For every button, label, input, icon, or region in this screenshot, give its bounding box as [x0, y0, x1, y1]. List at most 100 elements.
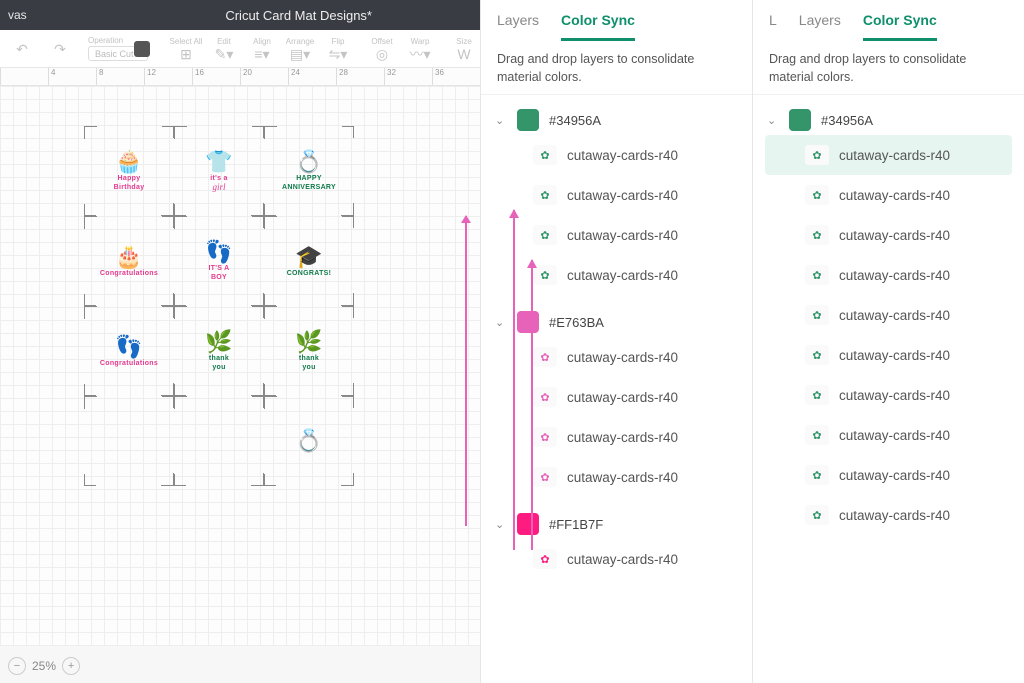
arrange-button[interactable]: Arrange▤▾ — [284, 37, 316, 61]
card-cell[interactable]: 🧁HappyBirthday — [84, 126, 174, 216]
layer-item[interactable]: ✿cutaway-cards-r40 — [765, 135, 1012, 175]
zoom-in-button[interactable]: + — [62, 657, 80, 675]
layer-name: cutaway-cards-r40 — [567, 268, 678, 283]
layer-item[interactable]: ✿ cutaway-cards-r40 — [765, 375, 1012, 415]
zoom-value: 25% — [32, 659, 56, 673]
color-sync-panel-right: L Layers Color Sync Drag and drop layers… — [752, 0, 1024, 683]
layer-thumb-icon: ✿ — [533, 549, 557, 569]
color-chip[interactable] — [126, 41, 158, 57]
color-group-header[interactable]: ⌄ #34956A — [493, 105, 740, 135]
layer-thumb-icon: ✿ — [805, 425, 829, 445]
zoom-out-button[interactable]: − — [8, 657, 26, 675]
layer-item[interactable]: ✿ cutaway-cards-r40 — [765, 295, 1012, 335]
layer-name: cutaway-cards-r40 — [567, 430, 678, 445]
layer-name: cutaway-cards-r40 — [839, 148, 950, 163]
layer-item[interactable]: ✿ cutaway-cards-r40 — [765, 175, 1012, 215]
undo-button[interactable]: ↶ — [6, 42, 38, 56]
select-all-button[interactable]: Select All⊞ — [170, 37, 202, 61]
layer-name: cutaway-cards-r40 — [567, 148, 678, 163]
layer-thumb-icon: ✿ — [533, 145, 557, 165]
layer-name: cutaway-cards-r40 — [839, 348, 950, 363]
color-hex: #34956A — [549, 113, 601, 128]
layer-item[interactable]: ✿cutaway-cards-r40 — [493, 215, 740, 255]
redo-button[interactable]: ↷ — [44, 42, 76, 56]
ruler-horizontal: 4812162024283236 — [0, 68, 480, 86]
layer-name: cutaway-cards-r40 — [839, 228, 950, 243]
card-cell[interactable]: 👕it's agirl — [174, 126, 264, 216]
layer-thumb-icon: ✿ — [805, 185, 829, 205]
edit-button[interactable]: Edit✎▾ — [208, 37, 240, 61]
layer-item[interactable]: ✿cutaway-cards-r40 — [765, 255, 1012, 295]
card-cell[interactable] — [174, 396, 264, 486]
warp-button[interactable]: Warp〰▾ — [404, 37, 436, 61]
color-hex: #FF1B7F — [549, 517, 603, 532]
color-swatch — [517, 513, 539, 535]
layer-name: cutaway-cards-r40 — [839, 308, 950, 323]
layer-thumb-icon: ✿ — [533, 225, 557, 245]
layer-item[interactable]: ✿ cutaway-cards-r40 — [493, 135, 740, 175]
panel-hint: Drag and drop layers to consolidate mate… — [753, 41, 1024, 95]
offset-button[interactable]: Offset◎ — [366, 37, 398, 61]
canvas-area: vas Cricut Card Mat Designs* ↶ ↷ Operati… — [0, 0, 480, 683]
tab-layers-short[interactable]: L — [769, 12, 777, 41]
layer-name: cutaway-cards-r40 — [839, 468, 950, 483]
layer-item[interactable]: ✿cutaway-cards-r40 — [765, 215, 1012, 255]
card-cell[interactable]: 👣Congratulations — [84, 306, 174, 396]
tab-color-sync[interactable]: Color Sync — [561, 12, 635, 41]
layer-item[interactable]: ✿cutaway-cards-r40 — [765, 495, 1012, 535]
app-tab: vas — [0, 8, 35, 22]
panel-tabs: Layers Color Sync — [481, 0, 752, 41]
layer-item[interactable]: ✿ cutaway-cards-r40 — [765, 415, 1012, 455]
color-sync-panel-left: Layers Color Sync Drag and drop layers t… — [480, 0, 752, 683]
card-cell[interactable] — [84, 396, 174, 486]
cards-grid: 🧁HappyBirthday👕it's agirl💍HAPPYANNIVERSA… — [84, 126, 354, 486]
operation-dropdown[interactable]: Operation Basic Cut▾ — [88, 36, 120, 61]
project-title: Cricut Card Mat Designs* — [225, 8, 372, 23]
toolbar: ↶ ↷ Operation Basic Cut▾ Select All⊞ Edi… — [0, 30, 480, 68]
color-swatch — [517, 109, 539, 131]
layer-item[interactable]: ✿cutaway-cards-r40 — [765, 335, 1012, 375]
layer-thumb-icon: ✿ — [533, 185, 557, 205]
card-cell[interactable]: 💍 — [264, 396, 354, 486]
chevron-down-icon: ⌄ — [495, 114, 507, 127]
layer-name: cutaway-cards-r40 — [839, 188, 950, 203]
color-group-header[interactable]: ⌄#34956A — [765, 105, 1012, 135]
tab-layers[interactable]: Layers — [497, 12, 539, 41]
color-groups: ⌄ #34956A ✿ cutaway-cards-r40 ✿ cutaway-cards… — [481, 95, 752, 581]
layer-thumb-icon: ✿ — [533, 427, 557, 447]
layer-thumb-icon: ✿ — [805, 265, 829, 285]
tab-layers[interactable]: Layers — [799, 12, 841, 41]
align-button[interactable]: Align≡▾ — [246, 37, 278, 61]
card-cell[interactable]: 👣IT'S ABOY — [174, 216, 264, 306]
layer-name: cutaway-cards-r40 — [839, 388, 950, 403]
layer-thumb-icon: ✿ — [533, 387, 557, 407]
layer-thumb-icon: ✿ — [805, 385, 829, 405]
card-cell[interactable]: 💍HAPPYANNIVERSARY — [264, 126, 354, 216]
design-grid[interactable]: 🧁HappyBirthday👕it's agirl💍HAPPYANNIVERSA… — [0, 86, 480, 646]
layer-item[interactable]: ✿ cutaway-cards-r40 — [493, 175, 740, 215]
card-cell[interactable]: 🌿thankyou — [174, 306, 264, 396]
layer-thumb-icon: ✿ — [805, 305, 829, 325]
flip-button[interactable]: Flip⇋▾ — [322, 37, 354, 61]
color-swatch — [517, 311, 539, 333]
zoom-control[interactable]: − 25% + — [8, 657, 80, 675]
card-cell[interactable]: 🎓CONGRATS! — [264, 216, 354, 306]
app-header: vas Cricut Card Mat Designs* — [0, 0, 480, 30]
annotation-arrow — [465, 216, 467, 526]
layer-item[interactable]: ✿cutaway-cards-r40 — [765, 455, 1012, 495]
layer-thumb-icon: ✿ — [533, 347, 557, 367]
chevron-down-icon: ⌄ — [767, 114, 779, 127]
card-cell[interactable]: 🌿thankyou — [264, 306, 354, 396]
layer-thumb-icon: ✿ — [533, 265, 557, 285]
color-swatch — [789, 109, 811, 131]
layer-thumb-icon: ✿ — [533, 467, 557, 487]
card-cell[interactable]: 🎂Congratulations — [84, 216, 174, 306]
tab-color-sync[interactable]: Color Sync — [863, 12, 937, 41]
layer-name: cutaway-cards-r40 — [567, 390, 678, 405]
chevron-down-icon: ⌄ — [495, 518, 507, 531]
layer-name: cutaway-cards-r40 — [567, 188, 678, 203]
layer-name: cutaway-cards-r40 — [839, 428, 950, 443]
layer-name: cutaway-cards-r40 — [567, 350, 678, 365]
panel-hint: Drag and drop layers to consolidate mate… — [481, 41, 752, 95]
chevron-down-icon: ⌄ — [495, 316, 507, 329]
